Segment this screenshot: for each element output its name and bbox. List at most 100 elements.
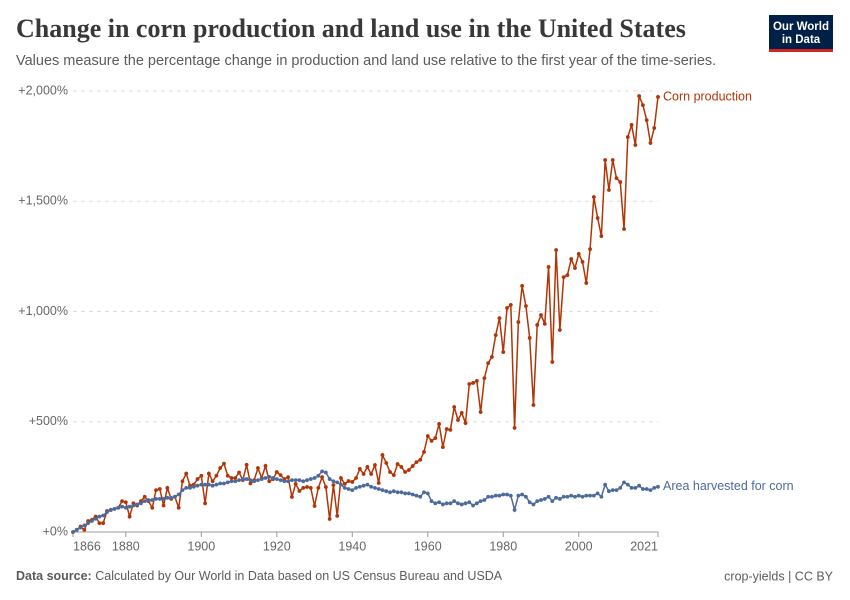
point <box>369 484 374 489</box>
point <box>259 477 264 481</box>
point <box>501 350 506 354</box>
point <box>248 481 253 486</box>
logo-bar <box>769 49 833 52</box>
point <box>471 381 475 385</box>
point <box>607 489 611 494</box>
point <box>278 478 283 483</box>
point <box>218 466 223 470</box>
x-tick-label: 1900 <box>187 539 215 553</box>
point <box>482 498 487 502</box>
point <box>399 465 404 469</box>
point <box>327 477 332 481</box>
point <box>346 479 351 483</box>
point <box>203 501 207 506</box>
point <box>599 494 604 499</box>
point <box>286 479 291 484</box>
point <box>440 502 445 507</box>
license[interactable]: crop-yields | CC BY <box>724 569 833 583</box>
x-tick-label: 1960 <box>414 539 442 553</box>
point <box>320 475 324 479</box>
point <box>535 499 540 504</box>
point <box>580 259 585 264</box>
point <box>139 501 143 506</box>
point <box>225 480 230 485</box>
point <box>180 479 185 484</box>
point <box>607 188 611 192</box>
point <box>505 306 509 310</box>
point <box>267 479 272 484</box>
point <box>380 453 385 457</box>
x-tick-label: 1920 <box>263 539 291 553</box>
logo[interactable]: Our World in Data <box>769 15 833 52</box>
point <box>240 477 245 481</box>
point <box>467 382 472 386</box>
point <box>214 482 219 487</box>
point <box>391 473 396 478</box>
point <box>407 491 411 496</box>
point <box>584 281 589 285</box>
point <box>256 478 260 483</box>
point <box>305 478 309 483</box>
point <box>244 477 249 481</box>
point <box>588 247 592 251</box>
point <box>512 426 517 430</box>
point <box>369 472 374 476</box>
point <box>199 473 204 478</box>
point <box>573 494 577 499</box>
point <box>456 418 460 422</box>
point <box>648 141 653 145</box>
point <box>176 492 181 497</box>
point <box>256 466 260 470</box>
point <box>478 499 483 504</box>
point <box>346 487 351 491</box>
point <box>452 405 457 409</box>
point <box>350 480 355 484</box>
point <box>440 445 445 450</box>
point <box>652 486 657 490</box>
source-label: Data source: <box>16 569 92 583</box>
point <box>93 516 98 521</box>
point <box>388 490 392 495</box>
point <box>248 478 253 483</box>
point <box>173 494 177 499</box>
point <box>437 422 441 426</box>
point <box>210 483 215 488</box>
series: Area harvested for corn <box>71 469 794 534</box>
point <box>195 483 200 488</box>
point <box>154 497 158 501</box>
point <box>527 336 532 340</box>
series-label: Area harvested for corn <box>663 479 794 493</box>
point <box>267 474 272 479</box>
x-tick-label: 1940 <box>338 539 366 553</box>
point <box>150 498 155 502</box>
point <box>603 158 608 162</box>
point <box>308 486 313 490</box>
point <box>576 252 581 256</box>
point <box>508 302 513 307</box>
point <box>520 492 525 497</box>
point <box>557 328 562 332</box>
point <box>365 465 370 469</box>
point <box>97 514 102 519</box>
point <box>222 461 226 466</box>
point <box>297 478 302 483</box>
point <box>603 482 608 487</box>
point <box>105 510 109 515</box>
point <box>361 483 366 488</box>
point <box>305 485 309 489</box>
point <box>599 234 604 238</box>
point <box>233 476 238 480</box>
point <box>361 472 366 476</box>
point <box>618 180 623 184</box>
point <box>542 321 547 326</box>
point <box>263 476 268 480</box>
point <box>576 493 581 498</box>
point <box>339 476 343 480</box>
point <box>418 494 423 499</box>
point <box>384 489 389 494</box>
point <box>301 486 306 490</box>
point <box>146 498 151 502</box>
point <box>459 411 464 415</box>
point <box>78 525 83 530</box>
point <box>373 486 377 490</box>
